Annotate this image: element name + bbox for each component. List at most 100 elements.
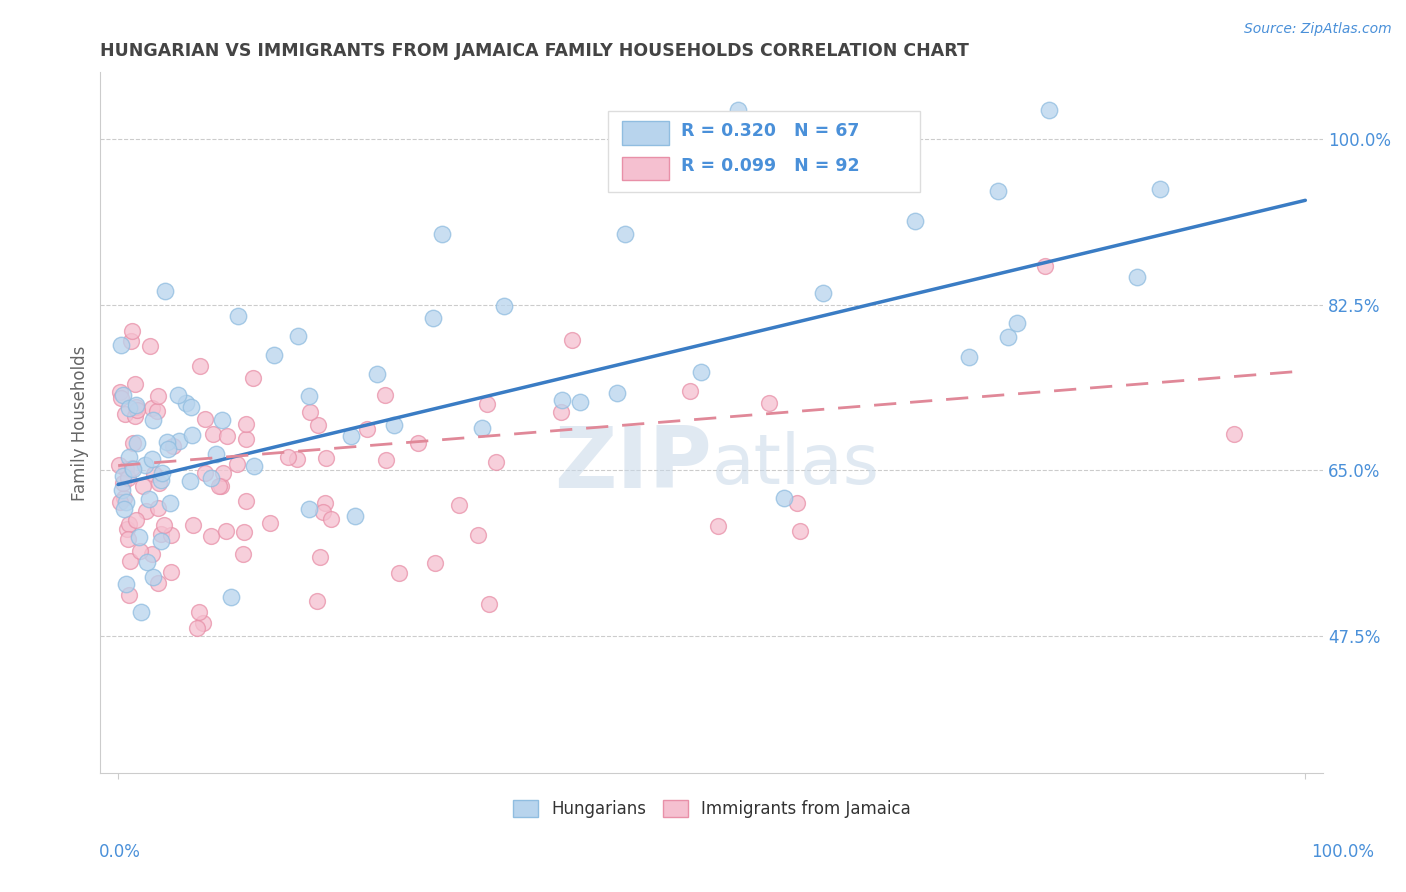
Point	[120, 554, 142, 568]
Point	[124, 377, 146, 392]
Point	[727, 103, 749, 118]
Point	[447, 498, 470, 512]
Point	[1223, 427, 1246, 442]
Point	[200, 470, 222, 484]
Point	[356, 422, 378, 436]
Point	[108, 495, 131, 509]
Point	[285, 451, 308, 466]
Point	[180, 400, 202, 414]
Point	[813, 285, 835, 300]
Point	[388, 566, 411, 580]
Point	[485, 455, 508, 469]
Point	[142, 413, 165, 427]
Point	[121, 435, 143, 450]
Point	[235, 494, 257, 508]
Point	[129, 605, 152, 619]
Point	[114, 407, 136, 421]
Point	[117, 471, 139, 485]
Point	[115, 522, 138, 536]
Point	[201, 427, 224, 442]
Point	[319, 511, 342, 525]
Point	[138, 491, 160, 506]
Point	[110, 338, 132, 352]
Point	[118, 401, 141, 415]
Point	[110, 384, 132, 399]
Point	[242, 370, 264, 384]
Point	[112, 502, 135, 516]
Point	[115, 494, 138, 508]
Point	[194, 412, 217, 426]
Point	[179, 475, 201, 489]
Point	[148, 576, 170, 591]
Point	[138, 339, 160, 353]
Point	[492, 299, 515, 313]
Point	[298, 405, 321, 419]
Point	[232, 547, 254, 561]
Point	[959, 350, 981, 364]
Point	[374, 388, 396, 402]
Point	[1005, 316, 1028, 330]
Text: ZIP: ZIP	[554, 424, 711, 507]
Point	[188, 605, 211, 619]
Point	[110, 391, 132, 405]
Point	[997, 330, 1019, 344]
Point	[211, 467, 233, 481]
Point	[124, 409, 146, 423]
Point	[904, 214, 927, 228]
Point	[111, 469, 134, 483]
Point	[180, 427, 202, 442]
Point	[298, 502, 321, 516]
Point	[121, 462, 143, 476]
Point	[132, 479, 155, 493]
Point	[141, 547, 163, 561]
Point	[146, 389, 169, 403]
Point	[194, 466, 217, 480]
Point	[153, 284, 176, 298]
Text: HUNGARIAN VS IMMIGRANTS FROM JAMAICA FAMILY HOUSEHOLDS CORRELATION CHART: HUNGARIAN VS IMMIGRANTS FROM JAMAICA FAM…	[100, 42, 969, 60]
Point	[569, 395, 592, 409]
Point	[107, 458, 129, 472]
Point	[125, 403, 148, 417]
Point	[551, 393, 574, 408]
Point	[118, 450, 141, 464]
Point	[789, 524, 811, 538]
Point	[166, 388, 188, 402]
Text: R = 0.320   N = 67: R = 0.320 N = 67	[681, 121, 859, 140]
Point	[121, 324, 143, 338]
Point	[344, 508, 367, 523]
Point	[478, 598, 501, 612]
Point	[142, 467, 165, 482]
Point	[277, 450, 299, 464]
Point	[152, 466, 174, 480]
Point	[233, 525, 256, 540]
Point	[679, 384, 702, 399]
Point	[314, 495, 336, 509]
Point	[307, 593, 329, 607]
Legend: Hungarians, Immigrants from Jamaica: Hungarians, Immigrants from Jamaica	[506, 793, 918, 825]
Point	[112, 476, 135, 491]
Point	[561, 333, 583, 347]
FancyBboxPatch shape	[607, 111, 920, 192]
Point	[112, 491, 135, 505]
Point	[167, 434, 190, 448]
Point	[243, 459, 266, 474]
Point	[146, 404, 169, 418]
Point	[758, 395, 780, 409]
Point	[134, 458, 156, 473]
FancyBboxPatch shape	[623, 157, 669, 179]
Text: 100.0%: 100.0%	[1312, 843, 1374, 861]
Point	[382, 417, 405, 432]
Point	[181, 517, 204, 532]
Point	[115, 576, 138, 591]
Point	[477, 397, 499, 411]
Point	[129, 544, 152, 558]
Point	[307, 417, 329, 432]
Point	[124, 397, 146, 411]
Point	[125, 513, 148, 527]
Point	[298, 389, 321, 403]
Point	[406, 435, 429, 450]
Point	[1033, 260, 1056, 274]
Text: Source: ZipAtlas.com: Source: ZipAtlas.com	[1244, 22, 1392, 37]
Point	[149, 473, 172, 487]
Point	[160, 528, 183, 542]
